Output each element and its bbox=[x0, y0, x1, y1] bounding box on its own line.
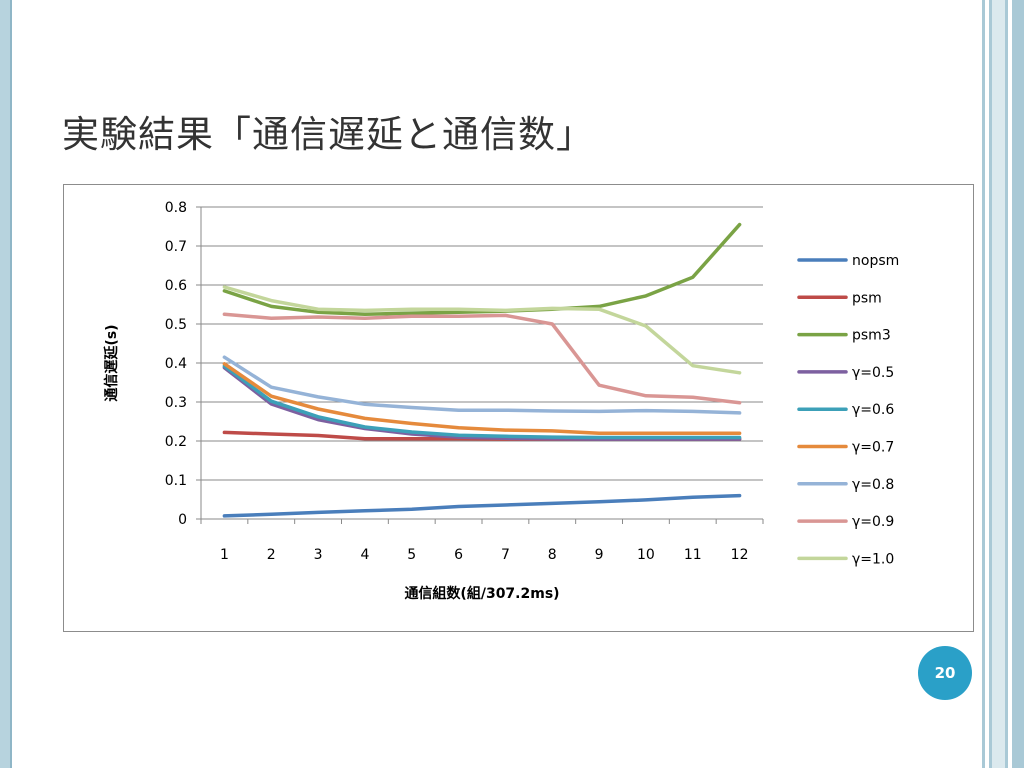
y-tick-label: 0.3 bbox=[165, 395, 187, 411]
legend-label: psm bbox=[852, 290, 882, 306]
y-axis-label: 通信遅延(s) bbox=[103, 324, 120, 401]
slide-left-border bbox=[0, 0, 12, 768]
x-tick-label: 7 bbox=[501, 547, 510, 563]
line-chart: 0 0.1 0.2 0.3 0.4 0.5 0.6 0.7 0.8 1 2 3 4 5 6 7 8 9 10 11 12… bbox=[63, 184, 974, 632]
x-tick-label: 10 bbox=[637, 547, 655, 563]
series-line-3 bbox=[222, 222, 742, 317]
legend-label: γ=0.6 bbox=[852, 402, 894, 418]
x-tick-label: 8 bbox=[548, 547, 557, 563]
series-line-1 bbox=[222, 493, 742, 518]
series-line-5 bbox=[222, 364, 742, 440]
series-line-6 bbox=[222, 362, 742, 435]
y-tick-label: 0.8 bbox=[165, 200, 187, 216]
x-tick-label: 12 bbox=[731, 547, 749, 563]
y-tick-label: 0.1 bbox=[165, 473, 187, 489]
series-lines bbox=[222, 222, 742, 518]
x-tick-label: 1 bbox=[220, 547, 229, 563]
series-line-9 bbox=[222, 285, 742, 375]
legend-label: nopsm bbox=[852, 253, 899, 269]
legend-label: psm3 bbox=[852, 328, 891, 344]
legend: nopsm psm psm3 γ=0.5 γ=0.6 γ=0.7 γ=0.8 γ=0.9 γ=1… bbox=[797, 253, 899, 567]
series-line-8 bbox=[222, 312, 742, 405]
x-tick-label: 3 bbox=[314, 547, 323, 563]
series-line-7 bbox=[222, 355, 742, 415]
x-tick-label: 2 bbox=[267, 547, 276, 563]
legend-label: γ=1.0 bbox=[852, 551, 894, 567]
slide-right-border bbox=[979, 0, 1024, 768]
x-tick-label: 11 bbox=[684, 547, 702, 563]
y-tick-label: 0.7 bbox=[165, 239, 187, 255]
chart-canvas: 00.10.20.30.40.50.60.70.81 2 3 4 5 6 7 8 9 10 11 12… bbox=[103, 200, 899, 602]
legend-label: γ=0.7 bbox=[852, 440, 894, 456]
y-tick-label: 0.2 bbox=[165, 434, 187, 450]
x-tick-label: 4 bbox=[360, 547, 369, 563]
page-number-badge: 20 bbox=[918, 646, 972, 700]
y-tick-label: 0 bbox=[178, 512, 187, 528]
y-tick-label: 0.6 bbox=[165, 278, 187, 294]
legend-label: γ=0.8 bbox=[852, 477, 894, 493]
y-tick-label: 0.5 bbox=[165, 317, 187, 333]
legend-label: γ=0.9 bbox=[852, 514, 894, 530]
x-tick-label: 6 bbox=[454, 547, 463, 563]
axes: 00.10.20.30.40.50.60.70.81 2 3 4 5 6 7 8 9 10 11 12 bbox=[165, 200, 764, 563]
x-tick-label: 9 bbox=[595, 547, 604, 563]
x-tick-label: 5 bbox=[407, 547, 416, 563]
legend-label: γ=0.5 bbox=[852, 365, 894, 381]
slide-title: 実験結果「通信遅延と通信数」 bbox=[62, 113, 594, 156]
x-axis-label: 通信組数(組/307.2ms) bbox=[404, 585, 559, 602]
y-tick-label: 0.4 bbox=[165, 356, 187, 372]
